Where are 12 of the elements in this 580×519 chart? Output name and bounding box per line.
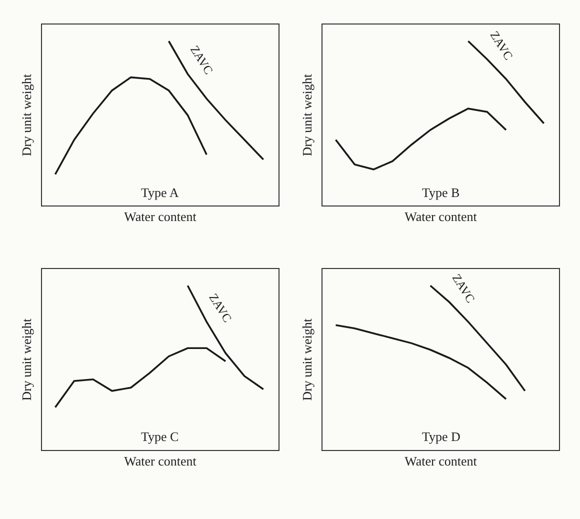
y-axis-title: Dry unit weight (18, 318, 34, 401)
y-axis-title: Dry unit weight (299, 74, 314, 156)
x-axis-title: Water content (404, 454, 478, 469)
x-axis-title: Water content (124, 454, 197, 469)
y-axis-title: Dry unit weight (299, 318, 314, 401)
annotation: Type B (422, 185, 460, 200)
annotation: Type A (141, 185, 180, 200)
annotation: Type C (141, 429, 179, 444)
x-axis-title: Water content (404, 209, 478, 224)
annotation: Type D (422, 429, 460, 444)
y-axis-title: Dry unit weight (18, 74, 34, 156)
x-axis-title: Water content (124, 209, 197, 224)
